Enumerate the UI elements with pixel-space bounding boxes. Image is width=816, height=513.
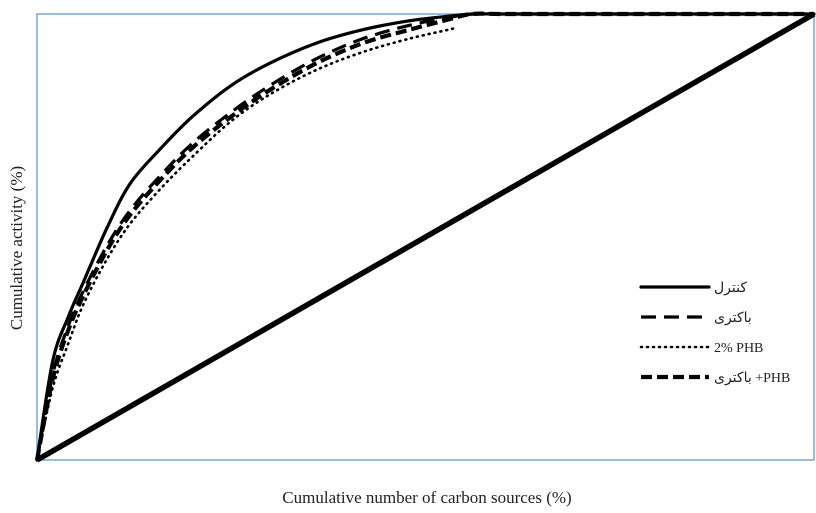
legend-label-3: 2% PHB xyxy=(714,341,763,356)
plot-marks xyxy=(34,11,816,463)
plot-frame xyxy=(36,13,815,461)
y-axis-title: Cumulative activity (%) xyxy=(7,166,26,330)
x-axis-title: Cumulative number of carbon sources (%) xyxy=(282,488,571,507)
series-line-2 xyxy=(35,12,814,461)
legend-label-1: کنترل xyxy=(714,281,747,296)
legend: کنترل باکتری 2% PHB باکتری +PHB xyxy=(639,281,790,386)
reference-diagonal-line xyxy=(35,11,816,463)
series-line-4 xyxy=(34,11,814,461)
legend-label-2: باکتری xyxy=(714,311,752,326)
series-line-3 xyxy=(35,26,458,462)
legend-label-4: باکتری +PHB xyxy=(714,371,790,386)
